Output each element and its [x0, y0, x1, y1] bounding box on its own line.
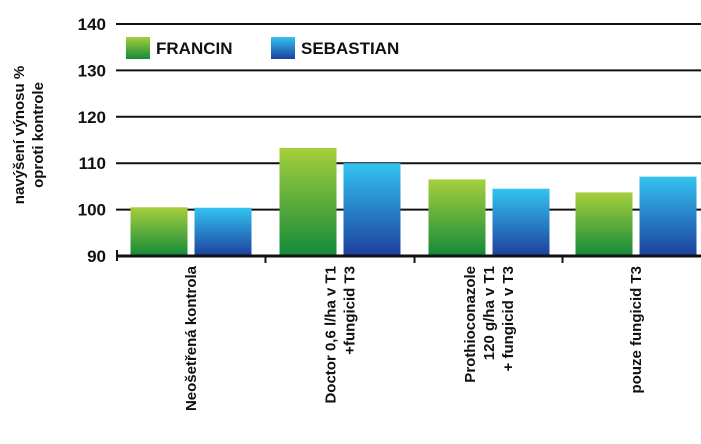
bar-sebastian-1 — [194, 207, 252, 256]
x-category-label: pouze fungicid T3 — [628, 266, 645, 394]
bar-francin-3 — [428, 179, 486, 256]
x-category-label: + fungicid v T3 — [500, 266, 517, 371]
bar-francin-4 — [575, 192, 633, 256]
y-tick-label: 140 — [78, 15, 106, 34]
bar-sebastian-2 — [343, 163, 401, 256]
legend-label-sebastian: SEBASTIAN — [301, 39, 399, 58]
y-axis-title-line: navýšení výnosu % — [11, 66, 28, 204]
y-tick-labels: 90 100 110 120 130 140 — [78, 15, 106, 266]
bars — [130, 147, 697, 256]
x-category-label: Prothioconazole — [462, 266, 479, 383]
y-tick-label: 110 — [79, 154, 106, 173]
y-tick-label: 90 — [87, 247, 106, 266]
legend-swatch-francin — [126, 37, 150, 59]
y-axis-title-line: oproti kontrole — [30, 82, 47, 188]
bar-francin-2 — [279, 147, 337, 256]
legend-label-francin: FRANCIN — [156, 39, 233, 58]
y-axis-title: navýšení výnosu % oproti kontrole — [11, 66, 47, 204]
bar-francin-1 — [130, 207, 188, 256]
bar-sebastian-4 — [639, 176, 697, 256]
legend: FRANCIN SEBASTIAN — [126, 37, 399, 59]
x-category-label: Doctor 0,6 l/ha v T1 — [323, 266, 340, 404]
x-axis — [116, 250, 701, 263]
x-category-label: 120 g/ha v T1 — [481, 266, 498, 360]
x-category-label: +fungicid T3 — [342, 266, 359, 355]
bar-sebastian-3 — [492, 188, 550, 256]
x-category-label: Neošetřená kontrola — [183, 265, 200, 411]
y-tick-label: 100 — [78, 201, 106, 220]
legend-swatch-sebastian — [271, 37, 295, 59]
x-category-labels: Neošetřená kontrola Doctor 0,6 l/ha v T1 +… — [183, 265, 645, 411]
y-tick-label: 120 — [78, 108, 106, 127]
y-tick-label: 130 — [78, 61, 106, 80]
